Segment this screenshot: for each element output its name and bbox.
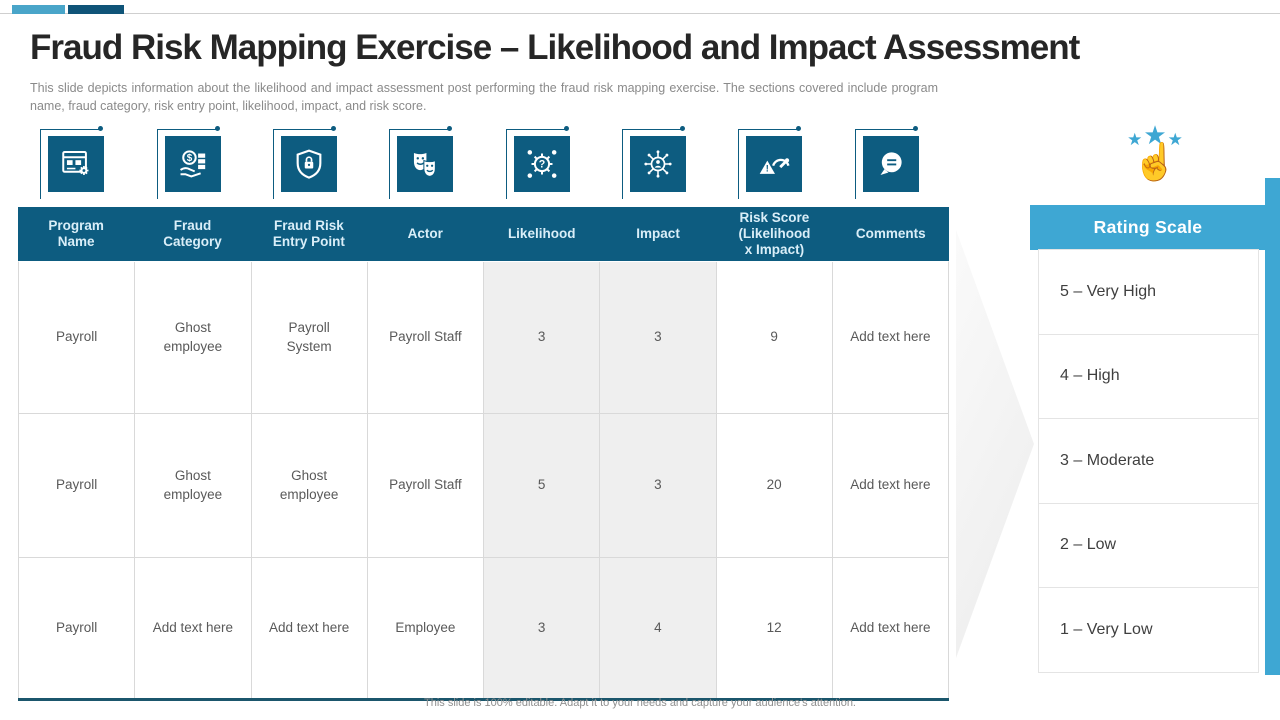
table-cell-risk-score: 9	[716, 262, 832, 413]
impact-network-icon	[644, 150, 672, 178]
icon-tile-comments	[854, 125, 919, 199]
star-icon: ★	[1143, 120, 1167, 150]
comments-bubble-icon	[880, 152, 902, 176]
table-cell-likelihood: 5	[484, 414, 600, 557]
star-icon: ★	[1167, 130, 1183, 149]
column-header-fraud-category: Fraud Category	[163, 217, 222, 249]
table-cell: Ghost employee	[251, 414, 367, 557]
icon-tile-entry-point	[272, 125, 337, 199]
rating-vertical-bar	[1265, 178, 1280, 675]
icon-tile-risk-score: !	[738, 125, 803, 199]
icon-strip: $	[18, 125, 949, 199]
table-cell: Employee	[367, 558, 483, 698]
table-cell: Payroll	[19, 414, 135, 557]
money-fraud-icon: $	[179, 150, 205, 178]
rating-scale-title: Rating Scale	[1093, 217, 1203, 237]
footer-note: This slide is 100% editable. Adapt it to…	[424, 697, 856, 709]
rating-item-high: 4 – High	[1038, 333, 1259, 419]
table-cell: Payroll Staff	[367, 414, 483, 557]
icon-tile-likelihood: ?	[505, 125, 570, 199]
table-cell-likelihood: 3	[484, 558, 600, 698]
program-window-icon	[62, 150, 89, 176]
table-body: Payroll Ghost employee Payroll System Pa…	[18, 261, 949, 698]
table-cell-placeholder[interactable]: Add text here	[251, 558, 367, 698]
table-cell: Ghost employee	[135, 262, 251, 413]
shield-lock-icon	[296, 149, 322, 179]
svg-text:?: ?	[538, 159, 544, 171]
icon-tile-actor	[389, 125, 454, 199]
table-cell-placeholder[interactable]: Add text here	[135, 558, 251, 698]
table-cell: Ghost employee	[135, 414, 251, 557]
svg-text:$: $	[186, 153, 192, 164]
column-header-program-name: Program Name	[48, 217, 104, 249]
table-cell-risk-score: 12	[716, 558, 832, 698]
icon-tile-impact	[622, 125, 687, 199]
rating-item-very-high: 5 – Very High	[1038, 249, 1259, 335]
column-header-likelihood: Likelihood	[507, 225, 576, 241]
table-cell-placeholder[interactable]: Add text here	[832, 558, 948, 698]
risk-assessment-table: Program Name Fraud Category Fraud Risk E…	[18, 207, 949, 701]
table-cell-placeholder[interactable]: Add text here	[832, 262, 948, 413]
column-header-risk-score: Risk Score (Likelihood x Impact)	[738, 209, 811, 258]
rating-scale-list: 5 – Very High 4 – High 3 – Moderate 2 – …	[1038, 249, 1259, 673]
table-header-row: Program Name Fraud Category Fraud Risk E…	[18, 207, 949, 261]
star-icon: ★	[1127, 130, 1143, 149]
table-cell-likelihood: 3	[484, 262, 600, 413]
chevron-right-arrow	[956, 230, 1034, 658]
rating-scale-header: Rating Scale	[1030, 205, 1266, 250]
risk-gauge-icon: !	[760, 158, 790, 174]
table-cell: Payroll	[19, 558, 135, 698]
rating-item-moderate: 3 – Moderate	[1038, 418, 1259, 504]
accent-bar-dark	[68, 5, 124, 14]
actor-masks-icon	[414, 152, 437, 177]
table-cell: Payroll System	[251, 262, 367, 413]
table-cell-impact: 3	[600, 414, 716, 557]
table-bottom-border	[18, 698, 949, 701]
column-header-comments: Comments	[855, 225, 926, 241]
icon-tile-program	[40, 125, 105, 199]
table-cell-impact: 3	[600, 262, 716, 413]
page-title: Fraud Risk Mapping Exercise – Likelihood…	[30, 28, 1080, 67]
accent-bar-light	[12, 5, 65, 14]
table-cell-impact: 4	[600, 558, 716, 698]
rating-item-very-low: 1 – Very Low	[1038, 587, 1259, 673]
column-header-actor: Actor	[407, 225, 443, 241]
svg-text:!: !	[766, 164, 769, 174]
slide-subtitle: This slide depicts information about the…	[30, 81, 938, 114]
table-cell: Payroll	[19, 262, 135, 413]
column-header-entry-point: Fraud Risk Entry Point	[272, 217, 345, 249]
rating-hand-stars-icon: ★ ★ ★ ☝	[1095, 122, 1215, 180]
table-cell-placeholder[interactable]: Add text here	[832, 414, 948, 557]
rating-item-low: 2 – Low	[1038, 502, 1259, 588]
table-cell-risk-score: 20	[716, 414, 832, 557]
likelihood-gear-icon: ?	[527, 150, 557, 178]
icon-tile-fraud-category: $	[156, 125, 221, 199]
column-header-impact: Impact	[636, 225, 680, 241]
pointing-hand-icon: ☝	[1132, 141, 1178, 182]
top-divider-line	[0, 13, 1280, 14]
table-cell: Payroll Staff	[367, 262, 483, 413]
